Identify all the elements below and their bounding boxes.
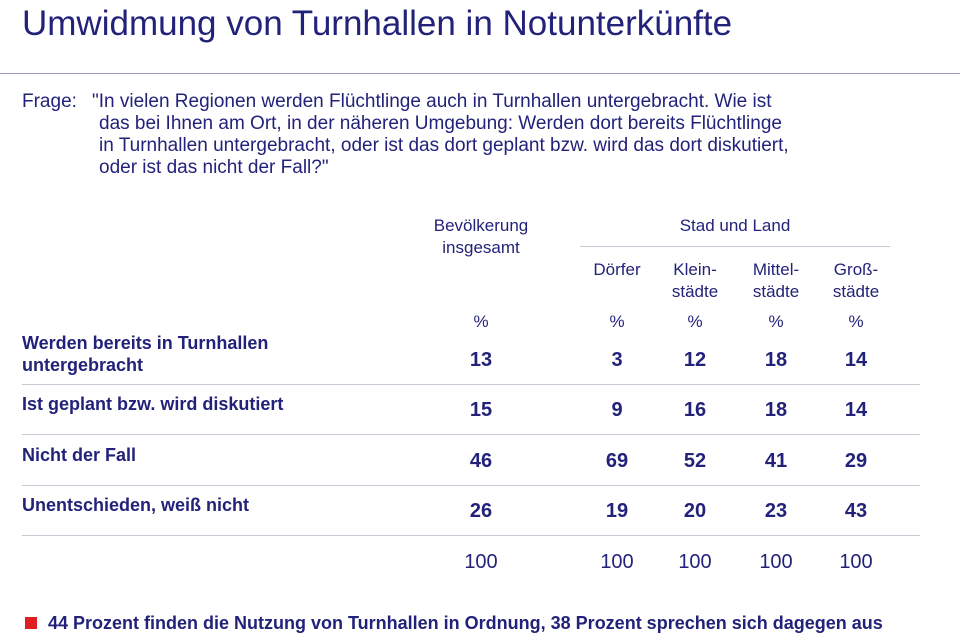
unit: % — [768, 312, 784, 331]
cell-value: 26 — [469, 500, 493, 522]
cell-value: 13 — [469, 349, 493, 371]
row-label: Nicht der Fall — [22, 445, 137, 465]
total-value: 100 — [600, 551, 634, 573]
total-value: 100 — [839, 551, 873, 573]
column-header: Klein- — [673, 260, 717, 279]
column-header: städte — [752, 282, 800, 301]
cell-value: 15 — [469, 399, 493, 421]
column-header: städte — [671, 282, 719, 301]
footer-marker — [25, 617, 37, 629]
column-header: Dörfer — [593, 260, 641, 279]
group-header: Stad und Land — [679, 216, 791, 235]
cell-value: 46 — [469, 450, 493, 472]
question-line: oder ist das nicht der Fall?" — [99, 157, 329, 178]
cell-value: 14 — [844, 349, 868, 371]
unit: % — [687, 312, 703, 331]
group-rule — [580, 246, 890, 247]
column-header: Mittel- — [752, 260, 800, 279]
cell-value: 19 — [605, 500, 629, 522]
row-rule — [22, 485, 920, 486]
cell-value: 41 — [764, 450, 788, 472]
column-header: städte — [832, 282, 880, 301]
question-label: Frage: — [22, 91, 77, 112]
row-label: Ist geplant bzw. wird diskutiert — [22, 394, 284, 414]
cell-value: 16 — [683, 399, 707, 421]
cell-value: 43 — [844, 500, 868, 522]
cell-value: 18 — [764, 349, 788, 371]
cell-value: 23 — [764, 500, 788, 522]
unit: % — [609, 312, 625, 331]
total-value: 100 — [464, 551, 498, 573]
row-label: Unentschieden, weiß nicht — [22, 495, 250, 515]
cell-value: 9 — [611, 399, 623, 421]
row-label: untergebracht — [22, 355, 144, 375]
total-value: 100 — [678, 551, 712, 573]
total-value: 100 — [759, 551, 793, 573]
footer-note: 44 Prozent finden die Nutzung von Turnha… — [48, 613, 883, 633]
question-line: in Turnhallen untergebracht, oder ist da… — [99, 135, 789, 156]
question-line: "In vielen Regionen werden Flüchtlinge a… — [92, 91, 772, 112]
title: Umwidmung von Turnhallen in Notunterkünf… — [22, 4, 733, 43]
cell-value: 12 — [683, 349, 707, 371]
cell-value: 18 — [764, 399, 788, 421]
question-line: das bei Ihnen am Ort, in der näheren Umg… — [99, 113, 782, 134]
title-rule — [0, 73, 960, 74]
column-header: Bevölkerung — [433, 216, 529, 235]
unit: % — [473, 312, 489, 331]
row-rule — [22, 384, 920, 385]
cell-value: 69 — [605, 450, 629, 472]
cell-value: 29 — [844, 450, 868, 472]
unit: % — [848, 312, 864, 331]
cell-value: 14 — [844, 399, 868, 421]
column-header: insgesamt — [442, 238, 520, 257]
row-rule — [22, 535, 920, 536]
column-header: Groß- — [833, 260, 879, 279]
cell-value: 52 — [683, 450, 707, 472]
cell-value: 3 — [611, 349, 623, 371]
cell-value: 20 — [683, 500, 707, 522]
row-label: Werden bereits in Turnhallen — [22, 333, 269, 353]
row-rule — [22, 434, 920, 435]
